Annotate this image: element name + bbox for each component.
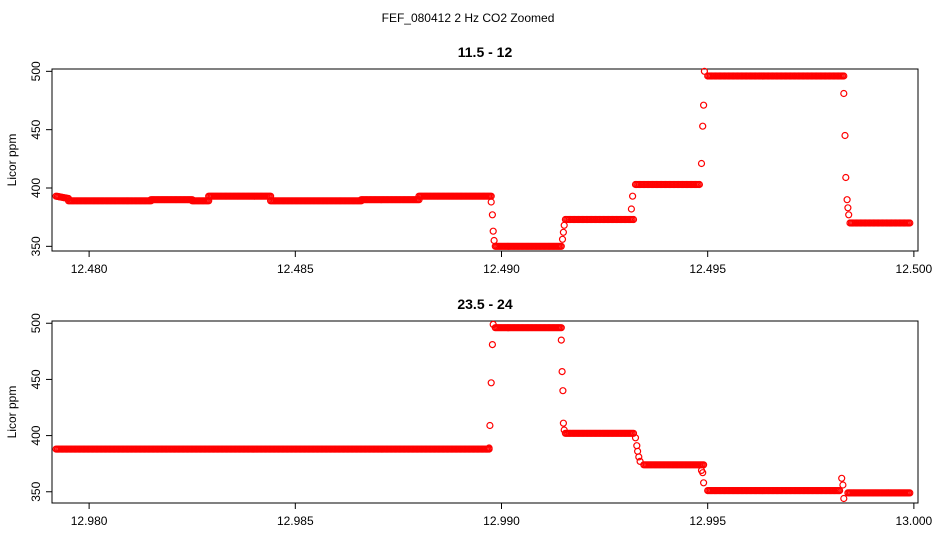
data-point [699,122,707,130]
y-tick-label: 400 [29,425,43,445]
y-tick-label: 350 [29,236,43,256]
data-point [841,131,849,140]
x-tick-label: 12.495 [689,262,726,276]
data-point [700,67,709,75]
data-point [558,235,567,243]
data-point [839,481,847,489]
y-tick-label: 450 [29,369,43,389]
y-tick-label: 350 [29,481,43,501]
panel-1-points [52,67,914,250]
x-tick-label: 12.990 [483,514,520,528]
data-point [557,336,565,344]
x-tick-label: 12.500 [896,262,933,276]
data-point [560,221,568,229]
panel-1-title: 11.5 - 12 [458,44,513,60]
data-point [845,211,853,219]
data-point [487,379,495,387]
data-point [699,469,707,477]
data-point [699,101,708,109]
data-point [697,159,706,168]
data-point [488,341,496,349]
data-point [559,419,568,427]
y-tick-label: 500 [29,61,43,81]
data-point [842,173,850,182]
data-point [628,192,637,200]
panel-1-ylabel: Licor ppm [5,134,19,187]
panel-1-axes: 12.480 12.485 12.490 12.495 12.500 350 400 450 5… [29,61,933,276]
panel-2-plot-area [51,320,919,504]
panel-2-title: 23.5 - 24 [457,296,512,312]
data-point [699,479,708,487]
data-point [906,489,914,497]
x-tick-label: 13.000 [896,514,933,528]
data-point [840,494,848,503]
panel-1-plot-area [51,68,919,252]
data-point [695,180,704,189]
x-tick-label: 12.995 [689,514,726,528]
panel-2-ylabel: Licor ppm [5,386,19,439]
panel-2-points [52,320,914,503]
y-tick-label: 450 [29,119,43,139]
data-point [636,457,644,465]
chart-panel-1: 11.5 - 12 Licor ppm 12.480 12.485 12.490 12… [5,44,933,276]
data-point [486,421,494,430]
data-point [560,426,568,434]
chart-panel-2: 23.5 - 24 Licor ppm 12.980 12.985 12.990 12… [5,296,933,528]
data-point [838,474,846,482]
data-point [906,219,914,227]
data-point [487,198,495,206]
data-point [489,320,497,328]
x-tick-label: 12.980 [71,514,108,528]
x-tick-label: 12.485 [277,262,314,276]
data-point [559,228,568,236]
x-tick-label: 12.490 [483,262,520,276]
x-tick-label: 12.480 [71,262,108,276]
y-tick-label: 500 [29,313,43,333]
data-point [485,444,493,452]
data-point [490,236,498,245]
data-point [489,227,497,235]
data-point [629,429,638,437]
data-point [627,205,636,213]
y-tick-label: 400 [29,178,43,198]
data-point [557,242,565,250]
data-point [840,89,848,98]
data-point [557,324,565,332]
figure-title: FEF_080412 2 Hz CO2 Zoomed [382,11,555,25]
data-point [488,211,496,219]
data-point [843,196,851,204]
panel-2-axes: 12.980 12.985 12.990 12.995 13.000 350 400 450 5… [29,313,933,528]
data-point [629,215,638,224]
data-point [631,434,640,442]
data-point [559,387,567,395]
data-point [558,368,566,376]
data-point [844,204,852,212]
x-tick-label: 12.985 [277,514,314,528]
data-point [635,453,643,461]
data-point [835,487,844,495]
data-point [840,72,848,80]
